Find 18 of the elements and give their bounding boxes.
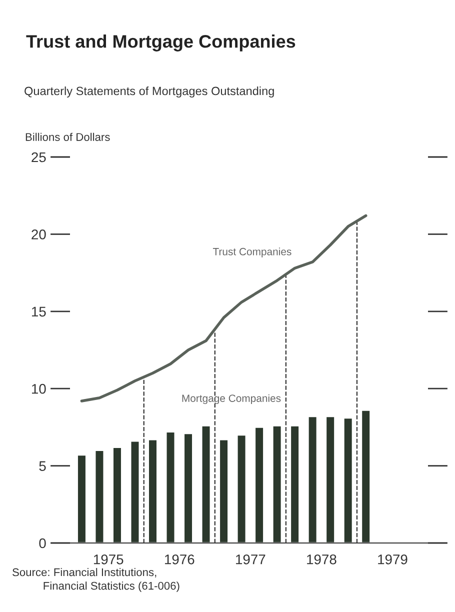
y-tick-label: 10 (32, 384, 46, 394)
y-tick-label: 0 (39, 538, 46, 548)
x-tick-label: 1977 (236, 554, 266, 564)
chart-subtitle: Quarterly Statements of Mortgages Outstanding (24, 86, 274, 98)
x-tick-label: 1978 (307, 554, 336, 564)
y-tick-label: 20 (32, 230, 46, 240)
text: Mortgage Companies (182, 394, 281, 404)
y-tick-label: 15 (32, 306, 46, 317)
x-tick-label: 1979 (378, 554, 408, 564)
line-series (80, 214, 368, 402)
y-tick-label: 25 (32, 152, 46, 162)
chart-title: Trust and Mortgage Companies (26, 34, 296, 52)
x-tick-label: 1976 (165, 554, 194, 564)
series-label: Trust Companies (212, 248, 292, 258)
y-axis-title: Billions of Dollars (26, 132, 110, 141)
y-tick-label: 5 (39, 461, 46, 471)
x-tick-label: 1975 (94, 554, 124, 564)
source-note: Source: Financial Institutions, Financial Statistics (61-006) (12, 568, 180, 592)
